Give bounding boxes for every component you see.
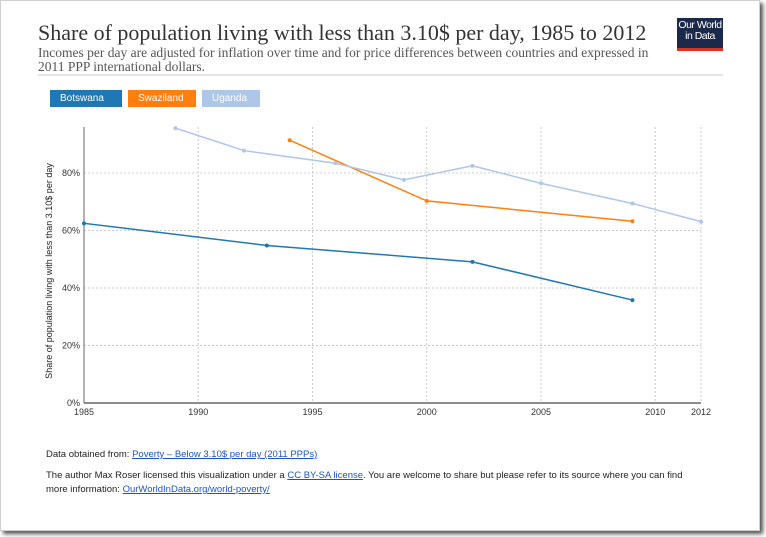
chart-subtitle: Incomes per day are adjusted for inflati… (38, 45, 649, 74)
y-axis-label: Share of population living with less tha… (44, 163, 54, 379)
data-point-botswana (82, 221, 86, 226)
owid-logo[interactable]: Our World in Data (677, 18, 723, 51)
y-tick-label: 20% (62, 341, 80, 351)
license-suffix: . You are welcome to share but please re… (46, 470, 683, 495)
chart-title: Share of population living with less tha… (38, 20, 647, 45)
x-tick-label: 1995 (303, 407, 323, 417)
x-tick-label: 1985 (74, 407, 94, 417)
data-point-swaziland (287, 138, 292, 143)
x-tick-label: 2005 (531, 407, 551, 417)
divider (38, 74, 723, 76)
data-point-uganda (241, 148, 246, 153)
legend-uganda[interactable]: Uganda (202, 90, 260, 107)
source-link[interactable]: Poverty – Below 3.10$ per day (2011 PPPs… (132, 449, 318, 460)
data-point-botswana (630, 298, 635, 303)
license-prefix: The author Max Roser licensed this visua… (46, 470, 288, 481)
data-point-uganda (173, 126, 178, 131)
x-tick-label: 2000 (417, 407, 437, 417)
data-point-uganda (699, 219, 703, 224)
license-link[interactable]: CC BY-SA license (287, 470, 364, 481)
legend: Botswana Swaziland Uganda (50, 90, 260, 107)
data-point-uganda (333, 161, 338, 166)
data-point-botswana (470, 259, 475, 264)
data-point-uganda (470, 163, 475, 168)
source-note: Data obtained from: Poverty – Below 3.10… (46, 448, 706, 462)
series-line-swaziland (289, 139, 633, 223)
data-point-swaziland (630, 219, 635, 224)
data-point-swaziland (424, 198, 429, 203)
data-point-uganda (401, 177, 406, 182)
y-tick-label: 60% (62, 226, 80, 236)
x-tick-label: 1990 (188, 407, 208, 417)
y-tick-label: 0% (67, 398, 80, 408)
y-tick-label: 40% (62, 283, 80, 293)
x-tick-label: 2012 (691, 407, 711, 417)
source-prefix: Data obtained from: (46, 449, 133, 460)
data-point-uganda (539, 181, 544, 186)
data-point-botswana (264, 243, 269, 248)
series-line-botswana (83, 222, 633, 301)
series-line-uganda (175, 127, 702, 223)
legend-swaziland[interactable]: Swaziland (128, 90, 196, 107)
legend-botswana[interactable]: Botswana (50, 90, 122, 107)
x-tick-label: 2010 (645, 407, 665, 417)
line-chart: 0% 20% 40% 60% 80% 1985 1990 1995 2000 2005 2010 20… (44, 126, 711, 417)
license-note: The author Max Roser licensed this visua… (46, 469, 706, 497)
data-point-uganda (630, 201, 635, 206)
y-tick-label: 80% (62, 168, 80, 178)
info-link[interactable]: OurWorldInData.org/world-poverty/ (122, 484, 270, 495)
